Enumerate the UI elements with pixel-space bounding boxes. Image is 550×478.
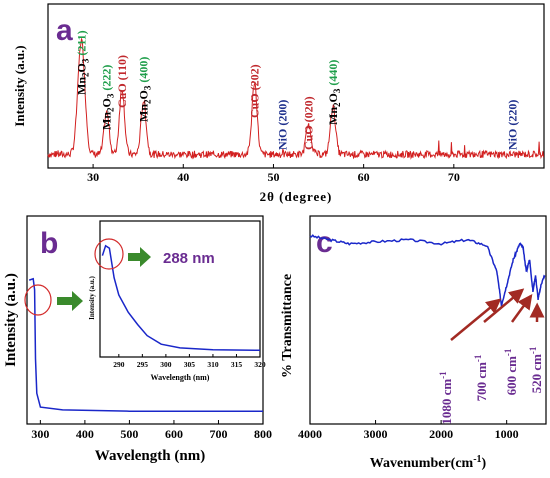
inset-y-axis-label: Intensity (a.u.) xyxy=(88,275,96,319)
panel-b-y-axis-label: Intensity (a.u.) xyxy=(3,273,19,367)
panel-b: b 300 400 500 600 700 800 Intensity (a.u.) Wa… xyxy=(3,215,272,464)
inset-x-tick-label: 300 xyxy=(160,360,172,369)
inset-x-tick-label: 310 xyxy=(207,360,219,369)
inset-x-tick-label: 320 xyxy=(254,360,266,369)
peak-annotation: CuO (020) xyxy=(302,96,316,150)
panel-a-label: a xyxy=(56,14,73,47)
inset-x-tick-label: 305 xyxy=(184,360,196,369)
panel-b-x-tick-label: 600 xyxy=(165,427,183,441)
panel-b-label: b xyxy=(40,227,58,260)
inset-x-tick-label: 290 xyxy=(113,360,125,369)
band-label: 520 cm-1 xyxy=(528,346,544,393)
panel-a-x-tick-label: 40 xyxy=(177,170,189,184)
band-arrow xyxy=(483,288,525,323)
panel-a-x-tick-label: 70 xyxy=(448,170,460,184)
xrd-pattern-line xyxy=(47,37,544,160)
inset-spectrum-line xyxy=(101,244,261,352)
panel-c-x-tick-label: 3000 xyxy=(364,427,388,441)
band-label: 600 cm-1 xyxy=(503,348,519,395)
panel-c-label: c xyxy=(316,226,333,259)
panel-c-y-axis-label: % Transmittance xyxy=(280,274,295,378)
inset-green-arrow-icon xyxy=(128,247,151,267)
panel-a-y-axis-label: Intensity (a.u.) xyxy=(12,45,27,126)
panel-b-x-tick-label: 300 xyxy=(31,427,49,441)
band-label: 1080 cm-1 xyxy=(438,371,454,425)
panel-b-x-tick-label: 800 xyxy=(254,427,272,441)
panel-c-x-tick-label: 4000 xyxy=(298,427,322,441)
panel-b-x-tick-label: 500 xyxy=(120,427,138,441)
panel-a-x-tick-label: 30 xyxy=(87,170,99,184)
inset-peak-circle xyxy=(94,238,124,270)
panel-c-x-axis-label: Wavenumber(cm-1) xyxy=(370,454,487,471)
peak-annotation: CuO (202) xyxy=(248,64,262,118)
panel-a-x-tick-label: 50 xyxy=(267,170,279,184)
panel-b-x-tick-label: 700 xyxy=(209,427,227,441)
panel-b-x-tick-label: 400 xyxy=(76,427,94,441)
peak-highlight-circle xyxy=(24,284,52,316)
panel-c-x-tick-label: 1000 xyxy=(495,427,519,441)
peak-annotation: Mn2O3 (440) xyxy=(326,60,342,125)
inset-frame xyxy=(99,220,261,358)
inset-x-tick-label: 315 xyxy=(231,360,243,369)
peak-annotation: CuO (110) xyxy=(115,55,129,108)
panel-a-frame xyxy=(47,3,545,169)
panel-c: c 4000 3000 2000 1000 1080 cm-1 700 cm-1 600 … xyxy=(280,215,547,471)
panel-a-x-tick-label: 60 xyxy=(358,170,370,184)
panel-b-frame xyxy=(26,215,264,425)
panel-b-x-axis-label: Wavelength (nm) xyxy=(95,448,205,464)
peak-annotation: Mn2O3 (222) xyxy=(100,65,116,130)
panel-c-x-tick-label: 2000 xyxy=(429,427,453,441)
green-arrow-icon xyxy=(57,291,83,311)
inset-x-axis-label: Wavelength (nm) xyxy=(151,373,210,382)
ftir-spectrum-line xyxy=(309,234,546,309)
inset-x-tick-label: 295 xyxy=(137,360,149,369)
peak-annotation: NiO (200) xyxy=(275,100,289,150)
band-label: 700 cm-1 xyxy=(473,354,489,401)
panel-a: a 30 40 50 60 70 Mn2O3 (211)Mn2O3 (222)CuO (… xyxy=(12,3,545,204)
panel-a-x-axis-label: 2θ (degree) xyxy=(260,189,333,204)
peak-annotation: Mn2O3 (400) xyxy=(137,57,153,122)
band-arrow xyxy=(510,293,533,323)
panel-c-frame xyxy=(309,215,547,425)
peak-wavelength-label: 288 nm xyxy=(163,250,215,267)
peak-annotation: Mn2O3 (211) xyxy=(74,30,90,95)
band-arrow xyxy=(450,298,502,341)
uv-vis-spectrum-line xyxy=(28,277,263,412)
peak-annotation: NiO (220) xyxy=(505,100,519,150)
